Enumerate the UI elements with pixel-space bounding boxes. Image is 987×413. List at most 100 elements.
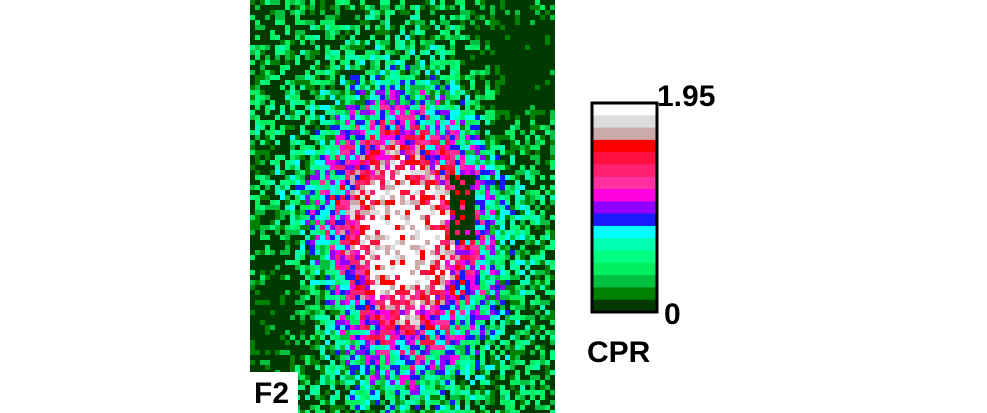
pixel — [450, 390, 455, 395]
pixel — [490, 270, 495, 275]
pixel — [465, 265, 470, 270]
pixel — [445, 80, 450, 85]
pixel — [370, 20, 375, 25]
pixel — [375, 310, 380, 315]
pixel — [535, 45, 540, 50]
pixel — [375, 195, 380, 200]
pixel — [535, 90, 540, 95]
pixel — [320, 325, 325, 330]
pixel — [540, 40, 545, 45]
pixel — [540, 160, 545, 165]
pixel — [315, 120, 320, 125]
pixel — [390, 0, 395, 5]
pixel — [315, 155, 320, 160]
pixel — [305, 360, 310, 365]
pixel — [545, 170, 550, 175]
pixel — [545, 155, 550, 160]
pixel — [545, 255, 550, 260]
pixel — [315, 45, 320, 50]
pixel — [480, 355, 485, 360]
pixel — [480, 255, 485, 260]
pixel — [390, 350, 395, 355]
pixel — [535, 195, 540, 200]
pixel — [500, 0, 505, 5]
pixel — [510, 335, 515, 340]
pixel — [290, 110, 295, 115]
pixel — [330, 90, 335, 95]
pixel — [410, 40, 415, 45]
pixel — [350, 340, 355, 345]
pixel — [415, 370, 420, 375]
pixel — [475, 95, 480, 100]
pixel — [545, 180, 550, 185]
pixel — [515, 250, 520, 255]
pixel — [380, 250, 385, 255]
pixel — [270, 30, 275, 35]
pixel — [520, 70, 525, 75]
pixel — [265, 360, 270, 365]
pixel — [305, 320, 310, 325]
pixel — [360, 105, 365, 110]
pixel — [380, 155, 385, 160]
pixel — [305, 310, 310, 315]
pixel — [250, 205, 255, 210]
pixel — [470, 200, 475, 205]
pixel — [480, 15, 485, 20]
pixel — [445, 75, 450, 80]
pixel — [295, 55, 300, 60]
pixel — [395, 85, 400, 90]
pixel — [485, 235, 490, 240]
pixel — [385, 385, 390, 390]
pixel — [445, 360, 450, 365]
pixel — [535, 300, 540, 305]
pixel — [520, 305, 525, 310]
pixel — [310, 325, 315, 330]
pixel — [320, 150, 325, 155]
pixel — [455, 120, 460, 125]
pixel — [520, 65, 525, 70]
pixel — [475, 225, 480, 230]
pixel — [265, 65, 270, 70]
pixel — [520, 320, 525, 325]
pixel — [485, 75, 490, 80]
pixel — [265, 290, 270, 295]
pixel — [490, 355, 495, 360]
pixel — [525, 15, 530, 20]
pixel — [530, 325, 535, 330]
pixel — [290, 325, 295, 330]
pixel — [440, 65, 445, 70]
pixel — [495, 300, 500, 305]
pixel — [320, 175, 325, 180]
pixel — [430, 75, 435, 80]
pixel — [530, 215, 535, 220]
pixel — [480, 300, 485, 305]
pixel — [255, 60, 260, 65]
pixel — [355, 350, 360, 355]
pixel — [320, 220, 325, 225]
pixel — [300, 375, 305, 380]
pixel — [310, 40, 315, 45]
pixel — [450, 340, 455, 345]
pixel — [525, 25, 530, 30]
pixel — [465, 25, 470, 30]
pixel — [300, 100, 305, 105]
pixel — [390, 205, 395, 210]
pixel — [330, 315, 335, 320]
pixel — [540, 395, 545, 400]
pixel — [480, 175, 485, 180]
pixel — [410, 85, 415, 90]
pixel — [455, 350, 460, 355]
pixel — [255, 70, 260, 75]
pixel — [425, 165, 430, 170]
pixel — [550, 25, 555, 30]
pixel — [350, 230, 355, 235]
pixel — [535, 125, 540, 130]
pixel — [480, 235, 485, 240]
pixel — [320, 85, 325, 90]
pixel — [270, 230, 275, 235]
pixel — [370, 250, 375, 255]
pixel — [395, 215, 400, 220]
pixel — [295, 190, 300, 195]
pixel — [275, 165, 280, 170]
pixel — [325, 120, 330, 125]
